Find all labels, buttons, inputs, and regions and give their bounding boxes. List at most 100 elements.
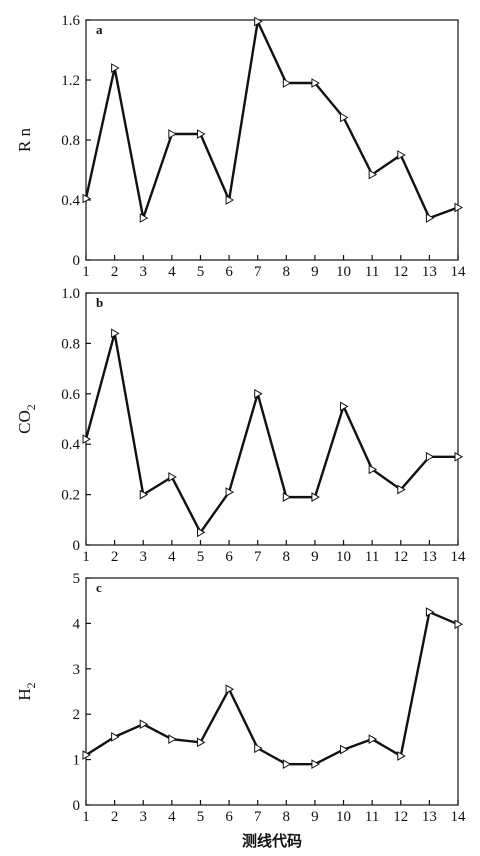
y-axis-label: CO2 — [15, 404, 38, 434]
y-axis-label-main: CO — [15, 410, 34, 434]
data-point — [225, 487, 235, 497]
data-point — [282, 78, 292, 88]
y-tick-label: 0 — [73, 538, 81, 554]
y-axis-label-main: R n — [15, 127, 34, 152]
x-tick-label: 12 — [393, 809, 408, 825]
x-tick-label: 4 — [168, 549, 176, 565]
x-tick-label: 6 — [225, 809, 233, 825]
y-tick-label: 0.8 — [61, 336, 80, 352]
data-point — [397, 751, 406, 761]
data-point — [225, 684, 235, 695]
plot-frame — [85, 19, 459, 261]
data-point — [82, 193, 92, 204]
data-point — [111, 732, 120, 742]
data-point — [282, 492, 292, 502]
y-tick-label: 0 — [73, 798, 81, 814]
data-point — [311, 78, 320, 88]
plot-frame — [85, 292, 459, 546]
data-point — [311, 492, 320, 502]
y-axis-label: R n — [15, 127, 34, 152]
x-tick-label: 7 — [254, 264, 262, 280]
x-axis-label: 测线代码 — [242, 832, 302, 850]
x-tick-label: 11 — [365, 809, 379, 825]
x-tick-label: 10 — [336, 809, 351, 825]
x-tick-label: 2 — [111, 264, 119, 280]
y-tick-label: 3 — [73, 662, 81, 678]
x-tick-label: 8 — [283, 264, 291, 280]
x-tick-label: 5 — [197, 549, 205, 565]
x-tick-label: 13 — [422, 264, 437, 280]
x-tick-label: 11 — [365, 549, 379, 565]
x-tick-label: 4 — [168, 264, 176, 280]
data-point — [168, 472, 177, 482]
y-tick-label: 0.4 — [61, 437, 80, 453]
x-tick-label: 4 — [168, 809, 176, 825]
data-point — [168, 129, 177, 139]
data-point — [254, 388, 263, 399]
data-point — [254, 16, 263, 27]
x-tick-label: 3 — [139, 809, 147, 825]
x-tick-label: 7 — [254, 549, 262, 565]
x-tick-label: 3 — [139, 264, 147, 280]
data-point — [425, 607, 435, 617]
data-point — [368, 734, 378, 745]
data-point — [282, 759, 292, 770]
series-line — [84, 332, 458, 534]
x-tick-label: 12 — [393, 264, 408, 280]
x-tick-label: 5 — [197, 809, 205, 825]
y-tick-label: 0.2 — [61, 488, 80, 504]
x-tick-label: 1 — [82, 809, 90, 825]
data-point — [196, 737, 206, 748]
x-tick-label: 6 — [225, 264, 233, 280]
data-point — [82, 434, 92, 445]
data-point — [340, 112, 349, 123]
x-tick-label: 1 — [82, 264, 90, 280]
panel-label: b — [96, 295, 103, 310]
y-tick-label: 1.6 — [61, 13, 80, 29]
x-tick-label: 9 — [311, 264, 319, 280]
y-axis-label-subscript: 2 — [24, 682, 38, 688]
y-tick-label: 5 — [73, 571, 81, 587]
series-line — [85, 610, 459, 766]
y-tick-label: 0.8 — [61, 133, 80, 149]
data-point — [225, 195, 235, 205]
data-point — [139, 489, 149, 500]
data-point — [397, 150, 406, 160]
x-tick-label: 3 — [139, 549, 147, 565]
y-axis-label-main: H — [15, 688, 34, 700]
x-tick-label: 8 — [283, 549, 291, 565]
data-point — [368, 169, 378, 180]
x-tick-label: 9 — [311, 809, 319, 825]
y-tick-label: 2 — [73, 707, 81, 723]
data-point — [340, 401, 349, 412]
x-tick-label: 2 — [111, 809, 119, 825]
x-tick-label: 13 — [422, 809, 437, 825]
plot-frame — [85, 577, 459, 806]
y-tick-label: 1.0 — [61, 286, 80, 302]
y-tick-label: 0.4 — [61, 193, 80, 209]
data-point — [168, 734, 177, 745]
chart-panel-a: 00.40.81.21.61 2 3 4 5 6 7 8 9 10 11 12 13 14R na — [15, 13, 466, 280]
series-line — [84, 20, 459, 220]
x-tick-label: 7 — [254, 809, 262, 825]
data-point — [82, 750, 92, 760]
data-point — [111, 63, 120, 73]
data-point — [311, 759, 320, 770]
x-tick-label: 5 — [197, 264, 205, 280]
data-point — [454, 202, 464, 213]
x-tick-label: 10 — [336, 264, 351, 280]
x-tick-label: 12 — [393, 549, 408, 565]
x-tick-label: 14 — [451, 549, 467, 565]
data-point — [139, 213, 149, 223]
data-point — [340, 744, 349, 755]
data-point — [368, 464, 378, 475]
data-point — [397, 484, 406, 495]
x-tick-label: 10 — [336, 549, 351, 565]
data-point — [111, 328, 120, 339]
y-tick-label: 1.2 — [61, 73, 80, 89]
panel-label: a — [96, 22, 103, 37]
data-point — [454, 619, 464, 630]
data-point — [139, 719, 149, 730]
